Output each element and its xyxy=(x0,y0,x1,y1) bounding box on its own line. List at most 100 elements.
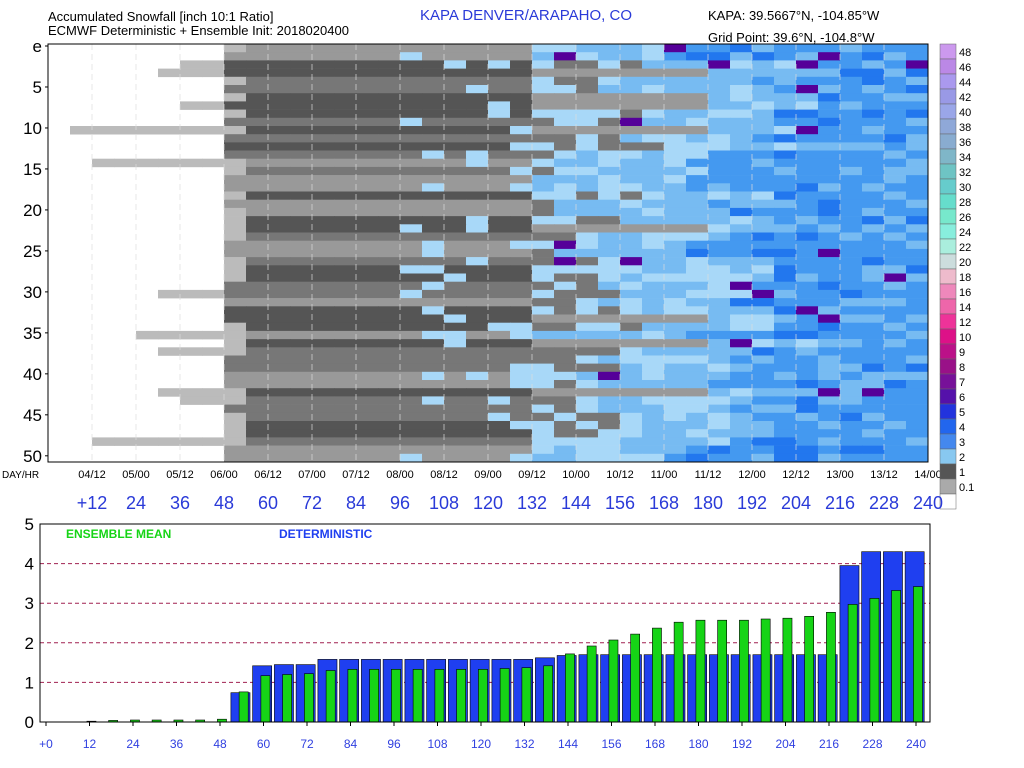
bar-y-tick-label: 5 xyxy=(25,515,34,534)
heatmap-cell xyxy=(752,134,775,143)
heatmap-cell xyxy=(708,257,731,266)
heatmap-cell xyxy=(180,68,203,78)
heatmap-cell xyxy=(488,175,511,184)
legend-swatch xyxy=(939,103,957,120)
heatmap-cell xyxy=(356,142,379,151)
heatmap-cell xyxy=(554,437,577,446)
heatmap-x-tick-label: 10/00 xyxy=(562,469,590,481)
heatmap-cell xyxy=(422,183,445,192)
heatmap-cell xyxy=(752,142,775,151)
heatmap-cell xyxy=(466,404,489,414)
legend-label: 28 xyxy=(959,197,971,209)
heatmap-cell xyxy=(708,240,731,250)
heatmap-cell xyxy=(818,158,841,168)
heatmap-cell xyxy=(334,44,357,53)
heatmap-cell xyxy=(664,314,687,323)
heatmap-cell xyxy=(642,330,665,340)
heatmap-cell xyxy=(840,52,863,61)
heatmap-cell xyxy=(708,445,731,455)
heatmap-cell xyxy=(378,289,401,299)
heatmap-cell xyxy=(378,85,401,94)
heatmap-cell xyxy=(378,396,401,405)
heatmap-cell xyxy=(334,289,357,299)
heatmap-cell xyxy=(312,437,335,446)
heatmap-cell xyxy=(752,109,775,119)
heatmap-cell xyxy=(576,76,599,86)
heatmap-cell xyxy=(818,388,841,397)
heatmap-cell xyxy=(862,281,885,291)
heatmap-cell xyxy=(906,126,929,135)
heatmap-cell xyxy=(906,371,929,381)
heatmap-cell xyxy=(224,117,247,127)
heatmap-cell xyxy=(510,445,533,455)
ensemble-mean-bar xyxy=(456,668,467,723)
heatmap-cell xyxy=(576,257,599,266)
heatmap-cell xyxy=(664,52,687,61)
heatmap-cell xyxy=(356,281,379,291)
heatmap-cell xyxy=(554,166,577,176)
legend-label: 2 xyxy=(959,452,965,464)
heatmap-cell xyxy=(642,314,665,323)
heatmap-cell xyxy=(708,453,731,463)
heatmap-cell xyxy=(246,339,269,348)
heatmap-cell xyxy=(774,388,797,397)
heatmap-cell xyxy=(290,44,313,53)
heatmap-cell xyxy=(774,126,797,135)
heatmap-cell xyxy=(774,101,797,110)
heatmap-cell xyxy=(246,199,269,209)
heatmap-cell xyxy=(554,445,577,455)
heatmap-cell xyxy=(554,232,577,241)
heatmap-cell xyxy=(554,248,577,258)
heatmap-cell xyxy=(862,207,885,217)
heatmap-cell xyxy=(884,347,907,356)
heatmap-cell xyxy=(686,52,709,61)
heatmap-cell xyxy=(752,355,775,364)
heatmap-cell xyxy=(422,207,445,217)
heatmap-cell xyxy=(356,437,379,446)
heatmap-cell xyxy=(356,445,379,455)
heatmap-cell xyxy=(752,289,775,299)
heatmap-cell xyxy=(224,158,247,168)
forecast-hour-label: 24 xyxy=(126,493,146,513)
heatmap-cell xyxy=(268,371,291,381)
forecast-hour-label: +12 xyxy=(77,493,108,513)
heatmap-cell xyxy=(334,314,357,323)
heatmap-cell xyxy=(356,183,379,192)
heatmap-cell xyxy=(774,224,797,233)
heatmap-cell xyxy=(730,60,753,69)
heatmap-cell xyxy=(642,396,665,405)
heatmap-cell xyxy=(224,150,247,159)
heatmap-cell xyxy=(708,150,731,159)
heatmap-cell xyxy=(906,273,929,282)
heatmap-cell xyxy=(334,142,357,151)
legend-label: 6 xyxy=(959,392,965,404)
heatmap-cell xyxy=(400,314,423,323)
heatmap-cell xyxy=(400,117,423,127)
heatmap-cell xyxy=(356,232,379,241)
heatmap-cell xyxy=(378,257,401,266)
heatmap-cell xyxy=(488,158,511,168)
heatmap-cell xyxy=(664,68,687,78)
heatmap-cell xyxy=(642,412,665,422)
heatmap-cell xyxy=(510,404,533,414)
heatmap-cell xyxy=(752,207,775,217)
heatmap-cell xyxy=(554,216,577,225)
heatmap-cell xyxy=(906,330,929,340)
heatmap-cell xyxy=(686,166,709,176)
heatmap-cell xyxy=(400,207,423,217)
heatmap-cell xyxy=(422,44,445,53)
heatmap-cell xyxy=(664,421,687,430)
heatmap-cell xyxy=(664,453,687,463)
heatmap-cell xyxy=(356,52,379,61)
heatmap-cell xyxy=(686,347,709,356)
heatmap-cell xyxy=(598,429,621,438)
heatmap-cell xyxy=(664,101,687,110)
heatmap-cell xyxy=(488,224,511,233)
heatmap-cell xyxy=(840,216,863,225)
heatmap-cell xyxy=(246,76,269,86)
heatmap-cell xyxy=(686,191,709,200)
bar-x-tick-label: 180 xyxy=(688,737,708,751)
heatmap-cell xyxy=(796,330,819,340)
heatmap-cell xyxy=(796,76,819,86)
